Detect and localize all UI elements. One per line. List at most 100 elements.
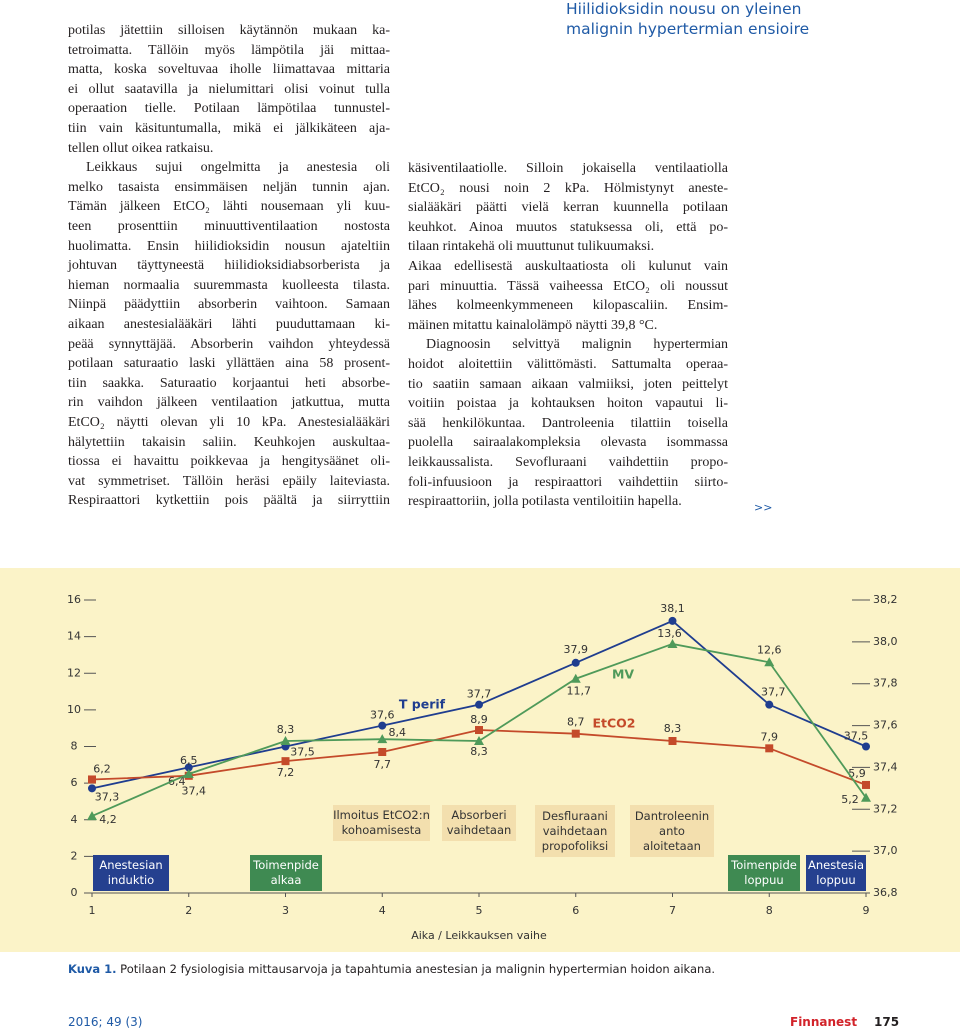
text-line: Niinpä päädyttiin absorberin vaihtoon. S…: [68, 297, 390, 313]
data-label: 8,7: [567, 716, 585, 729]
text-line: vat symmetriset. Tällöin heräsi epäily l…: [68, 473, 390, 489]
text-line: potilas jätettiin silloisen käytännön mu…: [68, 23, 390, 38]
y2-tick-label: 37,2: [873, 802, 898, 815]
text-line: Leikkaus sujui ongelmitta ja anestesia o…: [86, 160, 390, 176]
data-label: 37,6: [370, 709, 395, 722]
data-label: 37,5: [844, 730, 869, 743]
point: [88, 775, 96, 784]
continue-mark: >>: [754, 501, 773, 514]
text-line: tetroimatta. Tällöin myös lämpötila jäi …: [68, 42, 390, 58]
text-line: tiin saakka. Saturaatio korjaantui heti …: [68, 375, 390, 391]
data-label: 7,2: [277, 766, 295, 779]
text-line: käsiventilaatiolle. Silloin jokaisella v…: [408, 161, 728, 176]
data-label: 8,3: [664, 722, 682, 735]
text-line: melko tasaista ensimmäisen neljän tunnin…: [68, 179, 390, 195]
event-box: Desfluraani vaihdetaan propofoliksi: [535, 805, 615, 857]
data-label: 11,7: [567, 685, 592, 698]
event-box: Toimenpide alkaa: [250, 855, 322, 891]
text-line: sää henkilökuntaa. Dantroleenia tilattii…: [408, 415, 728, 431]
data-label: 5,9: [848, 767, 866, 780]
point: [570, 673, 581, 683]
event-box: Ilmoitus EtCO2:n kohoamisesta: [333, 805, 430, 841]
text-line: foli-infuusioon ja respiraattori vaihdet…: [408, 474, 728, 490]
text-line: hieman normaalia suuremmasta kuolleesta …: [68, 277, 390, 293]
text-line: Respiraattori kytkettiin pois päältä ja …: [68, 493, 390, 509]
text-line: hoidot aloitettiin välittömästi. Sattuma…: [408, 357, 728, 372]
data-label: 8,4: [389, 726, 407, 739]
heading: Hiilidioksidin nousu on yleinen: [566, 0, 802, 18]
x-tick-label: 6: [572, 904, 579, 917]
point: [765, 744, 774, 753]
event-box: Anestesian induktio: [93, 855, 169, 891]
text-line: leikkaussalista. Sevofluraani vaihdettii…: [408, 455, 728, 470]
point: [764, 657, 775, 667]
point: [668, 616, 677, 625]
data-label: 8,9: [470, 713, 488, 726]
point: [475, 726, 483, 735]
point: [87, 811, 97, 821]
footer-issue: 2016; 49 (3): [68, 1015, 143, 1029]
text-line: potilaan saturaatio laski yllättäen aina…: [68, 356, 390, 372]
data-label: 7,9: [761, 730, 779, 743]
point: [281, 757, 290, 766]
x-tick-label: 8: [766, 904, 773, 917]
data-label: 7,7: [374, 758, 392, 771]
text-line: EtCO₂ näytti olevan yli 10 kPa. Anestesi…: [68, 415, 390, 430]
y2-tick-label: 37,6: [873, 719, 898, 732]
point: [668, 737, 677, 746]
data-label: 38,1: [660, 602, 685, 615]
text-line: puolella sairaalakompleksia olevasta iso…: [408, 435, 728, 451]
point: [377, 734, 388, 744]
x-tick-label: 3: [282, 904, 289, 917]
event-box: Absorberi vaihdetaan: [442, 805, 516, 841]
x-tick-label: 9: [863, 904, 870, 917]
text-line: tiin vain käsituntumalla, mikä ei jälkik…: [68, 121, 390, 136]
text-line: huolimatta. Ensin hiilidioksidin nousun …: [68, 238, 390, 254]
data-label: 6,5: [180, 754, 198, 767]
data-label: 37,7: [761, 686, 786, 699]
series-name: MV: [612, 667, 634, 682]
data-label: 37,7: [467, 688, 492, 701]
y-tick-label: 12: [67, 666, 81, 679]
caption-label: Kuva 1.: [68, 962, 117, 976]
data-label: 37,3: [95, 790, 120, 803]
y-tick-label: 14: [67, 630, 81, 643]
text-line: matta, koska soveltuvaa iholle liimattav…: [68, 62, 390, 78]
footer-journal: Finnanest: [790, 1015, 858, 1029]
point: [861, 792, 871, 802]
y-tick-label: 4: [71, 813, 78, 826]
y-tick-label: 6: [71, 776, 78, 789]
text-line: Tämän jälkeen EtCO₂ lähti nousemaan yli …: [68, 199, 390, 215]
y2-tick-label: 37,8: [873, 677, 898, 690]
event-box: Toimenpide loppuu: [728, 855, 800, 891]
y-tick-label: 10: [67, 703, 81, 716]
event-box: Anestesia loppuu: [806, 855, 866, 891]
x-tick-label: 2: [185, 904, 192, 917]
event-box: Dantroleenin anto aloitetaan: [630, 805, 714, 857]
series-name: EtCO2: [592, 716, 635, 731]
x-tick-label: 5: [476, 904, 483, 917]
text-line: tellen ollut oikea ratkaisu.: [68, 140, 214, 156]
text-line: Diagnoosin selvittyä malignin hypertermi…: [426, 337, 728, 353]
data-label: 4,2: [99, 813, 117, 826]
y2-tick-label: 36,8: [873, 886, 898, 899]
point: [184, 763, 193, 772]
point: [571, 729, 580, 738]
y2-tick-label: 38,0: [873, 635, 898, 648]
y2-tick-label: 38,2: [873, 593, 898, 606]
text-line: lähes kolmeenkymmeneen kilopascaliin. En…: [408, 298, 728, 314]
text-line: rin vaihdon jälkeen ventilaation jatkutt…: [68, 395, 390, 411]
text-line: Aikaa edellisestä auskultaatiosta oli ku…: [408, 259, 728, 274]
text-line: respiraattoriin, jolla potilasta ventilo…: [408, 494, 682, 510]
data-label: 13,6: [657, 627, 682, 640]
series-name: T perif: [399, 697, 446, 712]
point: [862, 780, 870, 789]
point: [862, 742, 870, 751]
text-line: mäinen mitattu kainalolämpö näytti 39,8 …: [408, 317, 658, 333]
point: [474, 736, 484, 746]
y-tick-label: 0: [71, 886, 78, 899]
text-line: keuhkot. Ainoa muutos statuksessa oli, e…: [408, 219, 728, 235]
text-line: hälytettiin takaisin saliin. Keuhkojen a…: [68, 434, 390, 450]
text-line: pari minuuttia. Tässä vaiheessa EtCO₂ ol…: [408, 278, 728, 294]
